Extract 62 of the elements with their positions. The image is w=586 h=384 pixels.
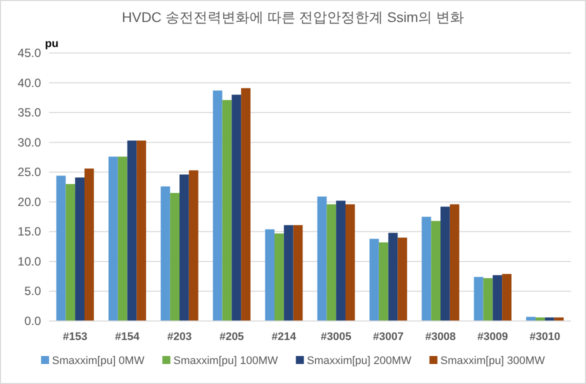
- bar: [284, 225, 294, 321]
- x-tick-label: #154: [115, 331, 140, 343]
- y-tick-label: 30.0: [18, 135, 42, 150]
- bar: [160, 186, 170, 321]
- y-tick-label: 0.0: [24, 314, 42, 328]
- bar: [398, 238, 408, 321]
- bar: [56, 176, 66, 321]
- legend-label: Smaxxim[pu] 300MW: [440, 355, 546, 367]
- x-tick-label: #3007: [373, 331, 404, 343]
- bar: [370, 238, 379, 321]
- bar: [108, 156, 118, 321]
- bar: [326, 204, 336, 321]
- bar: [345, 204, 355, 321]
- bar: [170, 192, 180, 321]
- bar: [492, 275, 502, 321]
- y-tick-label: 5.0: [24, 284, 42, 298]
- y-tick-label: 25.0: [18, 165, 42, 180]
- x-tick-label: #153: [62, 331, 88, 343]
- x-tick-label: #205: [219, 331, 244, 343]
- chart-title: HVDC 송전전력변화에 따른 전압안정한계 Ssim의 변화: [122, 9, 464, 25]
- bar: [84, 168, 94, 321]
- y-tick-label: 20.0: [18, 194, 42, 209]
- bar: [222, 100, 232, 321]
- bar: [502, 274, 512, 321]
- legend-label: Smaxxim[pu] 0MW: [52, 355, 145, 367]
- bar: [75, 177, 84, 321]
- x-tick-label: #3008: [425, 331, 456, 343]
- bar: [136, 140, 146, 321]
- bar: [241, 88, 250, 321]
- legend-label: Smaxxim[pu] 200MW: [306, 355, 412, 367]
- y-tick-label: 10.0: [18, 254, 42, 268]
- bar: [317, 196, 327, 321]
- bar: [118, 156, 128, 321]
- y-axis-title: pu: [45, 38, 58, 50]
- y-tick-label: 40.0: [18, 76, 42, 90]
- bar: [265, 229, 275, 321]
- bar: [336, 200, 346, 321]
- bar: [450, 204, 460, 321]
- y-tick-label: 35.0: [18, 106, 42, 120]
- x-tick-label: #3010: [530, 331, 560, 343]
- bar: [474, 276, 484, 321]
- x-tick-label: #203: [167, 331, 192, 343]
- bar: [378, 242, 388, 321]
- y-tick-label: 45.0: [18, 46, 42, 60]
- bar: [431, 220, 440, 321]
- x-tick-label: #3009: [477, 331, 508, 343]
- bar: [66, 184, 76, 321]
- x-tick-label: #214: [272, 331, 298, 343]
- bar: [232, 94, 242, 321]
- bar: [440, 206, 450, 321]
- bar: [274, 233, 284, 321]
- bar: [180, 174, 189, 321]
- bar: [388, 232, 398, 321]
- bar: [127, 140, 137, 321]
- bar: [188, 170, 198, 321]
- bar: [483, 278, 493, 321]
- x-tick-label: #3005: [320, 331, 352, 343]
- bar: [422, 216, 432, 321]
- bar: [293, 225, 303, 321]
- bar: [212, 90, 222, 321]
- y-tick-label: 15.0: [18, 224, 42, 239]
- legend-label: Smaxxim[pu] 100MW: [173, 355, 278, 367]
